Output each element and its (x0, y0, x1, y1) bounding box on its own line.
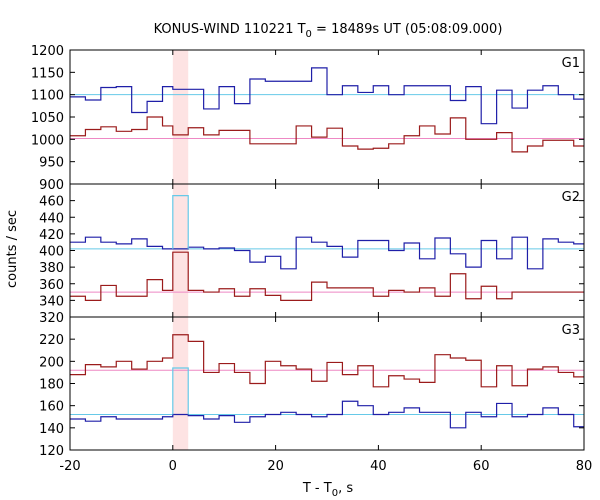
y-tick-label: 380 (39, 261, 64, 276)
y-tick-label: 950 (39, 156, 64, 171)
series-g3-bg_line_blue (172, 367, 189, 415)
y-tick-label: 1100 (31, 89, 64, 104)
panel-frame-g3 (69, 316, 585, 451)
y-tick-label: 420 (39, 228, 64, 243)
y-tick-label: 1050 (31, 111, 64, 126)
y-axis-label: counts / sec (5, 210, 20, 288)
panel-frame-g2 (69, 183, 585, 318)
panel-label-g1: G1 (562, 56, 580, 71)
y-tick-label: 400 (39, 245, 64, 260)
shaded-interval (172, 184, 189, 317)
x-axis-label: T - T0, s (302, 481, 353, 499)
x-tick-label: 60 (473, 459, 490, 474)
x-tick-label: 40 (370, 459, 387, 474)
y-tick-label: 160 (39, 400, 64, 415)
y-tick-label: 200 (39, 355, 64, 370)
series-g2-bg_line_blue (172, 195, 189, 249)
y-tick-label: 1150 (31, 66, 64, 81)
y-tick-label: 460 (39, 195, 64, 210)
x-tick-label: 20 (267, 459, 284, 474)
y-tick-label: 340 (39, 294, 64, 309)
y-tick-label: 900 (39, 178, 64, 193)
y-tick-label: 320 (39, 311, 64, 326)
y-tick-label: 1000 (31, 133, 64, 148)
chart-title: KONUS-WIND 110221 T0 = 18489s UT (05:08:… (154, 22, 503, 40)
series-g2-red (70, 251, 584, 301)
series-g1-blue (70, 67, 584, 125)
shaded-interval (172, 317, 189, 450)
y-tick-label: 140 (39, 422, 64, 437)
y-tick-label: 360 (39, 278, 64, 293)
y-tick-label: 220 (39, 333, 64, 348)
series-g3-red (70, 334, 584, 388)
series-g3-blue (70, 400, 584, 429)
y-tick-label: 180 (39, 378, 64, 393)
x-tick-label: 80 (576, 459, 593, 474)
x-tick-label: 0 (169, 459, 177, 474)
shaded-interval (172, 50, 189, 184)
y-tick-label: 120 (39, 444, 64, 459)
x-tick-label: -20 (59, 459, 80, 474)
plot-area: 95010001050110011501200900G1320340360380… (31, 44, 592, 474)
y-tick-label: 1200 (31, 44, 64, 59)
panel-label-g3: G3 (562, 323, 580, 338)
y-tick-label: 440 (39, 211, 64, 226)
series-g2-blue (70, 236, 584, 270)
series-g1-red (70, 116, 584, 153)
panel-label-g2: G2 (562, 190, 580, 205)
